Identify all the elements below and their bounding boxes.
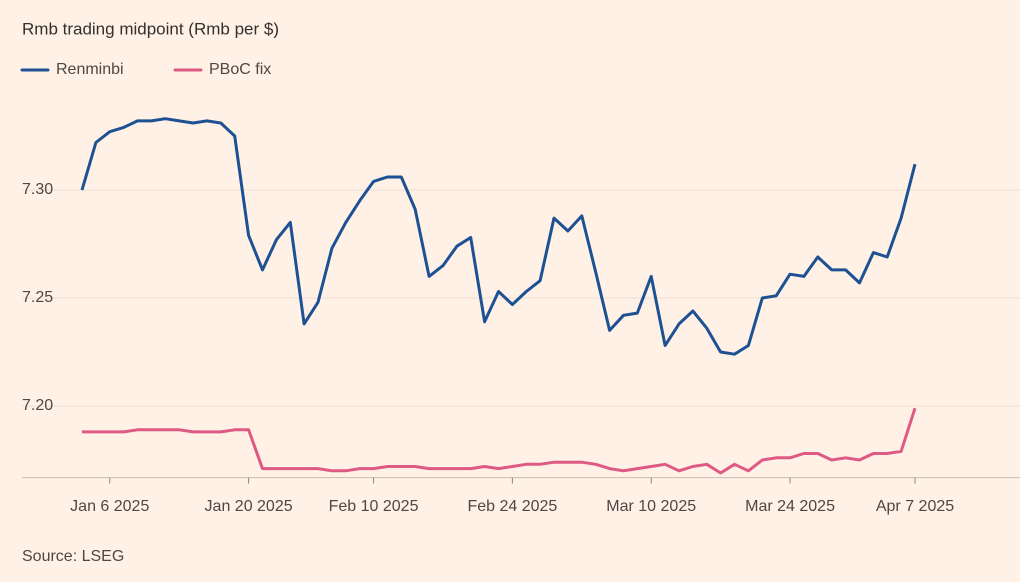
x-tick-label: Jan 20 2025 (205, 498, 293, 515)
y-tick-label: 7.30 (22, 181, 53, 198)
legend-label: Renminbi (56, 61, 124, 78)
y-tick-label: 7.20 (22, 397, 53, 414)
x-tick-label: Apr 7 2025 (876, 498, 954, 515)
source: Source: LSEG (22, 548, 124, 565)
x-tick-label: Feb 24 2025 (467, 498, 557, 515)
x-tick-label: Mar 10 2025 (606, 498, 696, 515)
x-tick-label: Mar 24 2025 (745, 498, 835, 515)
series-line (80, 117, 917, 356)
series-line (82, 407, 917, 475)
y-tick-label: 7.25 (22, 289, 53, 306)
x-tick-label: Jan 6 2025 (70, 498, 149, 515)
chart-title: Rmb trading midpoint (Rmb per $) (22, 19, 279, 38)
x-tick-label: Feb 10 2025 (329, 498, 419, 515)
legend-label: PBoC fix (209, 61, 271, 78)
